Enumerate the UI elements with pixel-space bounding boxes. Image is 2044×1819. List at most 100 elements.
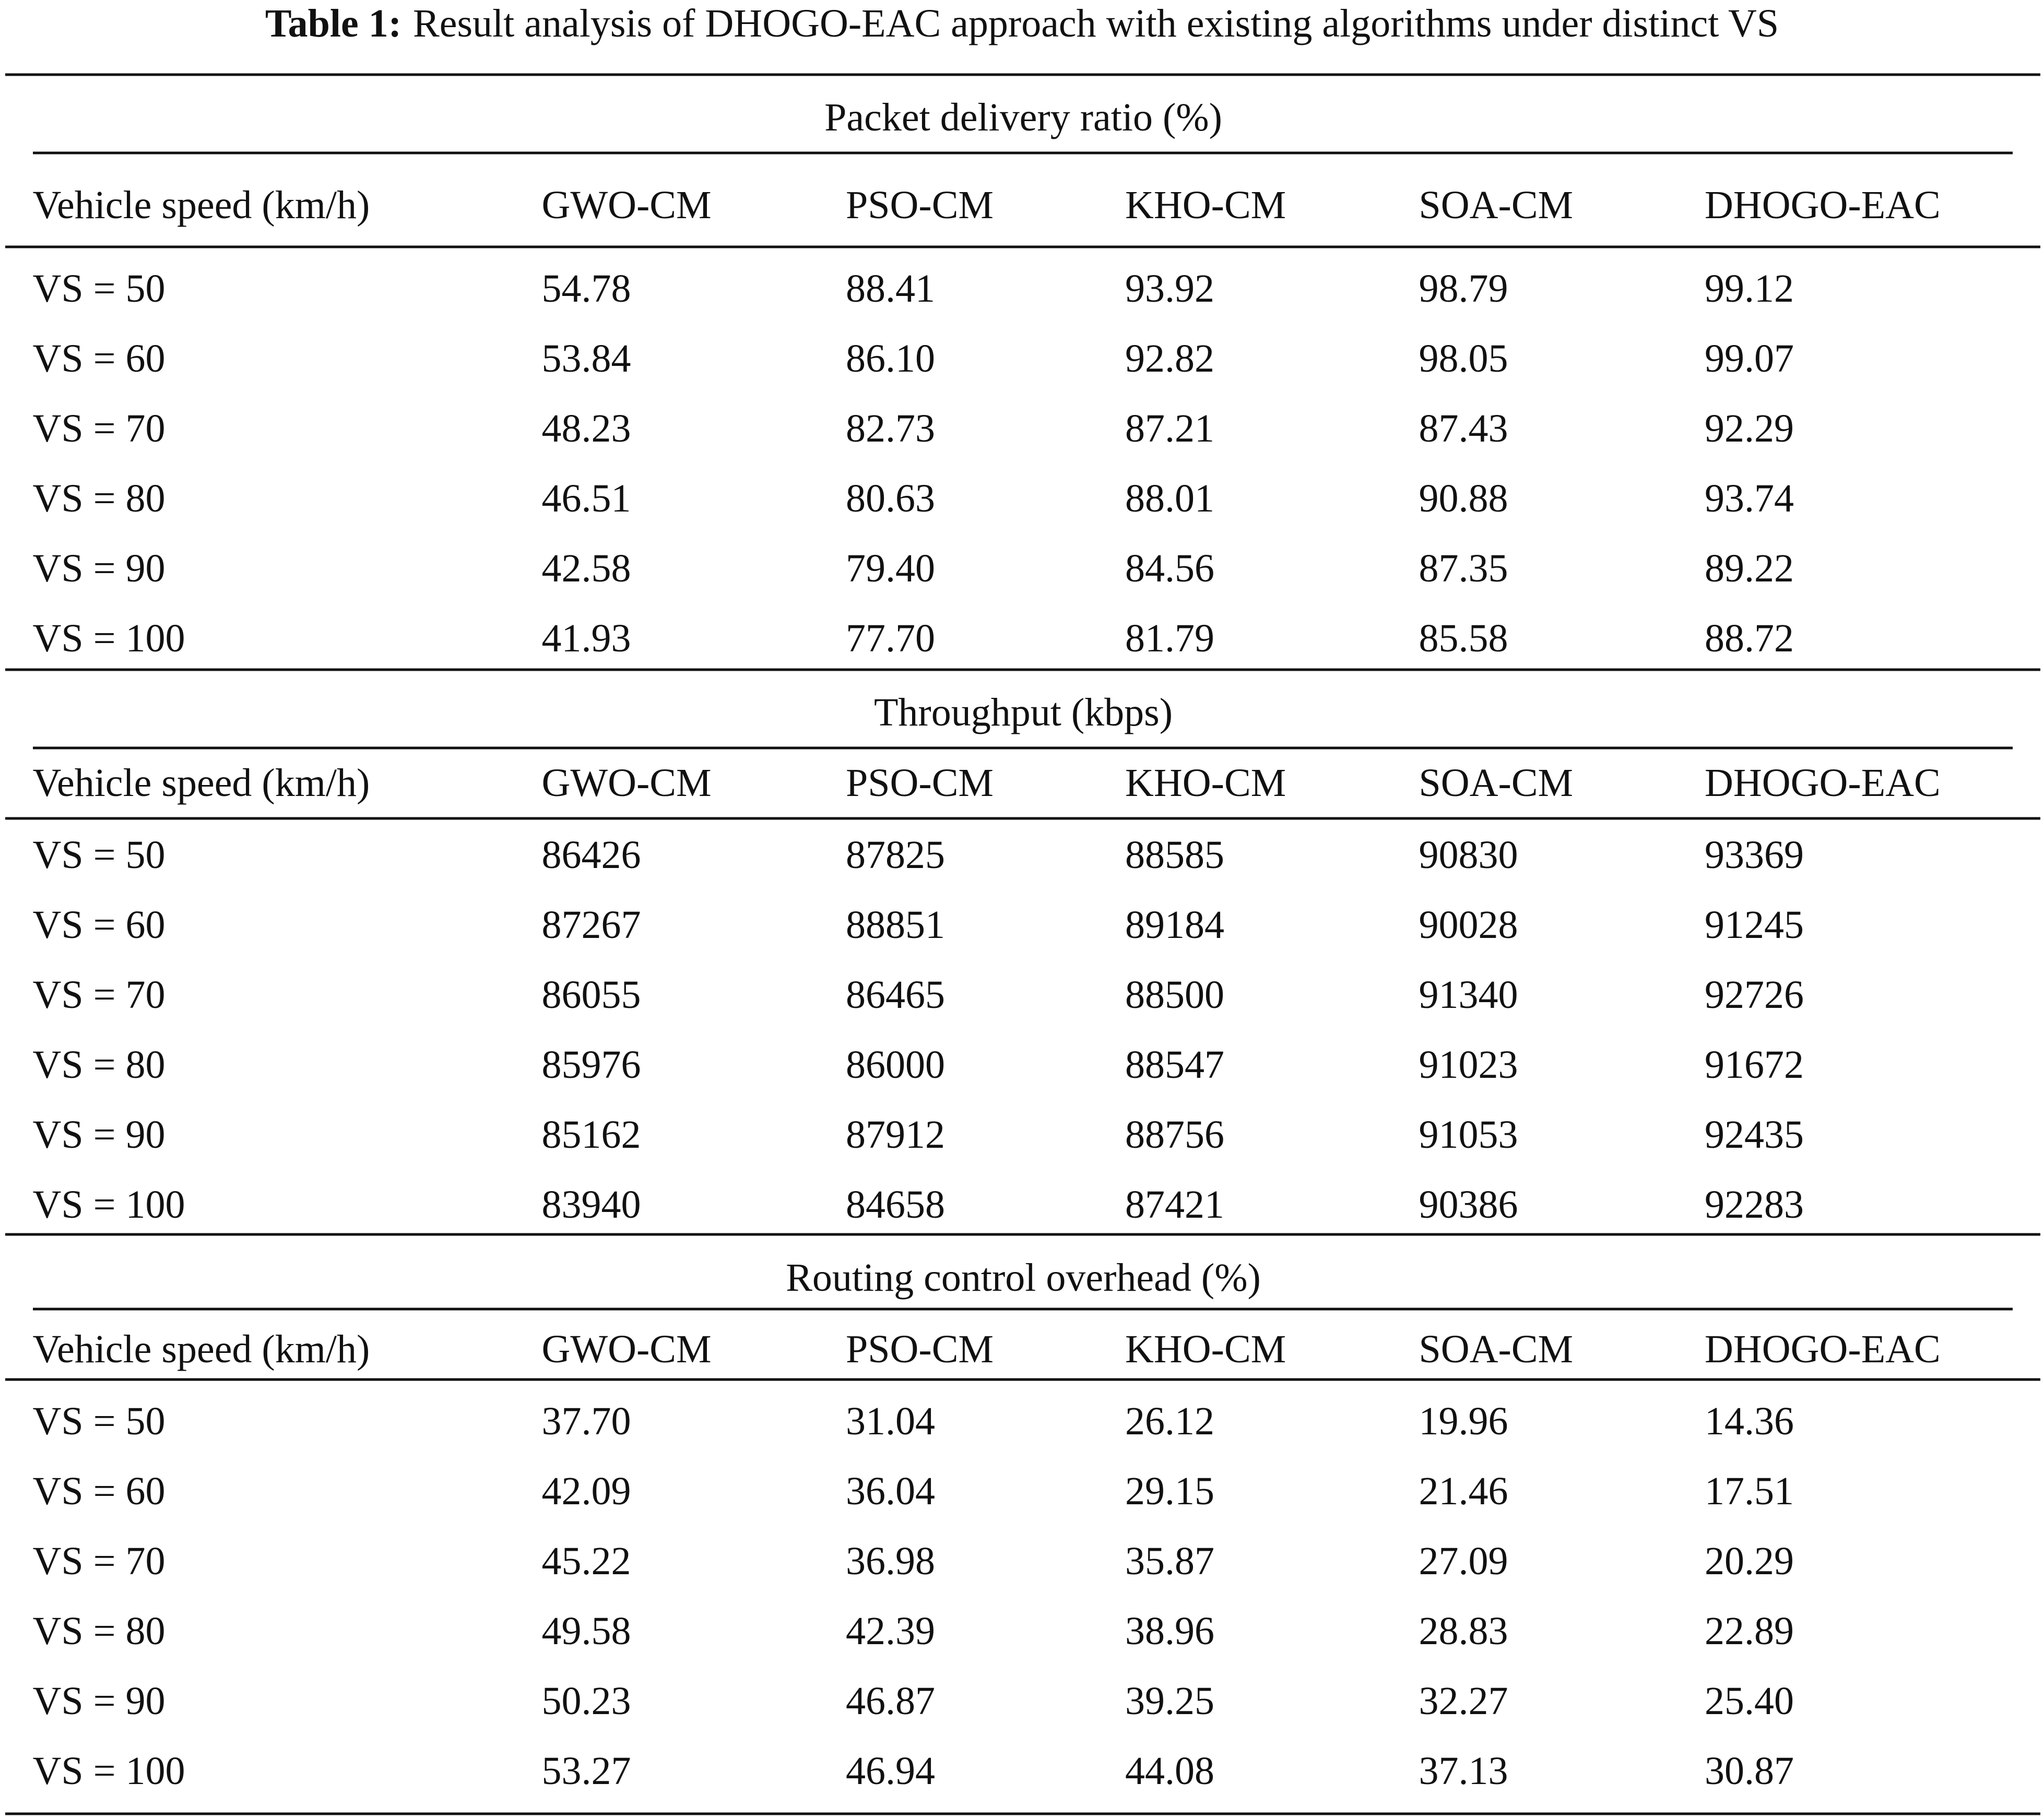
cell: 44.08 — [1125, 1749, 1214, 1793]
cell: 77.70 — [846, 616, 935, 660]
cell: 37.13 — [1419, 1749, 1508, 1793]
caption-text: Result analysis of DHOGO-EAC approach wi… — [413, 2, 1779, 45]
rule — [32, 1307, 2013, 1310]
column-header: PSO-CM — [846, 183, 994, 227]
column-header: SOA-CM — [1419, 761, 1574, 805]
cell: 90028 — [1419, 902, 1518, 947]
cell: 42.39 — [846, 1609, 935, 1653]
rule — [5, 1233, 2040, 1236]
column-header: DHOGO-EAC — [1705, 761, 1941, 805]
cell: 88500 — [1125, 972, 1224, 1017]
cell: 22.89 — [1705, 1609, 1794, 1653]
cell: 53.27 — [541, 1749, 631, 1793]
cell: 87267 — [541, 902, 641, 947]
cell: 53.84 — [541, 336, 631, 381]
cell: 92726 — [1705, 972, 1804, 1017]
cell: 87.35 — [1419, 546, 1508, 590]
row-label: VS = 100 — [32, 1182, 185, 1227]
section-title: Throughput (kbps) — [873, 691, 1173, 734]
cell: 91053 — [1419, 1112, 1518, 1157]
cell: 92435 — [1705, 1112, 1804, 1157]
cell: 41.93 — [541, 616, 631, 660]
cell: 38.96 — [1125, 1609, 1214, 1653]
column-header: Vehicle speed (km/h) — [32, 183, 370, 227]
cell: 46.51 — [541, 476, 631, 520]
cell: 36.04 — [846, 1469, 935, 1513]
rule — [32, 151, 2013, 154]
cell: 88585 — [1125, 833, 1224, 877]
cell: 90386 — [1419, 1182, 1518, 1227]
section-title: Routing control overhead (%) — [786, 1255, 1261, 1300]
cell: 45.22 — [541, 1539, 631, 1583]
cell: 93.74 — [1705, 476, 1794, 520]
column-header: SOA-CM — [1419, 183, 1574, 227]
cell: 86055 — [541, 972, 641, 1017]
rule — [5, 668, 2040, 671]
column-header: PSO-CM — [846, 761, 994, 805]
cell: 98.79 — [1419, 266, 1508, 311]
cell: 93.92 — [1125, 266, 1214, 311]
column-header: DHOGO-EAC — [1705, 1327, 1941, 1371]
cell: 35.87 — [1125, 1539, 1214, 1583]
cell: 28.83 — [1419, 1609, 1508, 1653]
cell: 21.46 — [1419, 1469, 1508, 1513]
cell: 87.43 — [1419, 406, 1508, 450]
cell: 32.27 — [1419, 1679, 1508, 1723]
row-label: VS = 70 — [32, 1539, 166, 1583]
cell: 88.72 — [1705, 616, 1794, 660]
row-label: VS = 50 — [32, 833, 166, 877]
cell: 42.58 — [541, 546, 631, 590]
cell: 14.36 — [1705, 1399, 1794, 1443]
cell: 37.70 — [541, 1399, 631, 1443]
column-header: GWO-CM — [541, 1327, 712, 1371]
rule — [5, 245, 2040, 248]
cell: 26.12 — [1125, 1399, 1214, 1443]
row-label: VS = 60 — [32, 902, 166, 947]
column-header: KHO-CM — [1125, 183, 1286, 227]
cell: 46.87 — [846, 1679, 935, 1723]
cell: 90830 — [1419, 833, 1518, 877]
cell: 25.40 — [1705, 1679, 1794, 1723]
cell: 42.09 — [541, 1469, 631, 1513]
cell: 86000 — [846, 1042, 945, 1087]
cell: 86426 — [541, 833, 641, 877]
cell: 99.07 — [1705, 336, 1794, 381]
row-label: VS = 90 — [32, 546, 166, 590]
column-header: DHOGO-EAC — [1705, 183, 1941, 227]
cell: 87421 — [1125, 1182, 1224, 1227]
cell: 48.23 — [541, 406, 631, 450]
cell: 91023 — [1419, 1042, 1518, 1087]
row-label: VS = 60 — [32, 336, 166, 381]
cell: 79.40 — [846, 546, 935, 590]
cell: 31.04 — [846, 1399, 935, 1443]
row-label: VS = 100 — [32, 1749, 185, 1793]
rule — [32, 746, 2013, 749]
table-caption: Table 1: Result analysis of DHOGO-EAC app… — [0, 4, 2044, 43]
cell: 88756 — [1125, 1112, 1224, 1157]
cell: 39.25 — [1125, 1679, 1214, 1723]
cell: 87825 — [846, 833, 945, 877]
column-header: PSO-CM — [846, 1327, 994, 1371]
cell: 87912 — [846, 1112, 945, 1157]
cell: 82.73 — [846, 406, 935, 450]
column-header: KHO-CM — [1125, 761, 1286, 805]
cell: 30.87 — [1705, 1749, 1794, 1793]
cell: 86.10 — [846, 336, 935, 381]
row-label: VS = 100 — [32, 616, 185, 660]
cell: 84.56 — [1125, 546, 1214, 590]
cell: 83940 — [541, 1182, 641, 1227]
cell: 92.29 — [1705, 406, 1794, 450]
row-label: VS = 80 — [32, 1042, 166, 1087]
cell: 20.29 — [1705, 1539, 1794, 1583]
cell: 92283 — [1705, 1182, 1804, 1227]
cell: 89.22 — [1705, 546, 1794, 590]
column-header: KHO-CM — [1125, 1327, 1286, 1371]
cell: 81.79 — [1125, 616, 1214, 660]
cell: 85162 — [541, 1112, 641, 1157]
cell: 54.78 — [541, 266, 631, 311]
rule — [5, 817, 2040, 819]
cell: 84658 — [846, 1182, 945, 1227]
cell: 19.96 — [1419, 1399, 1508, 1443]
cell: 87.21 — [1125, 406, 1214, 450]
